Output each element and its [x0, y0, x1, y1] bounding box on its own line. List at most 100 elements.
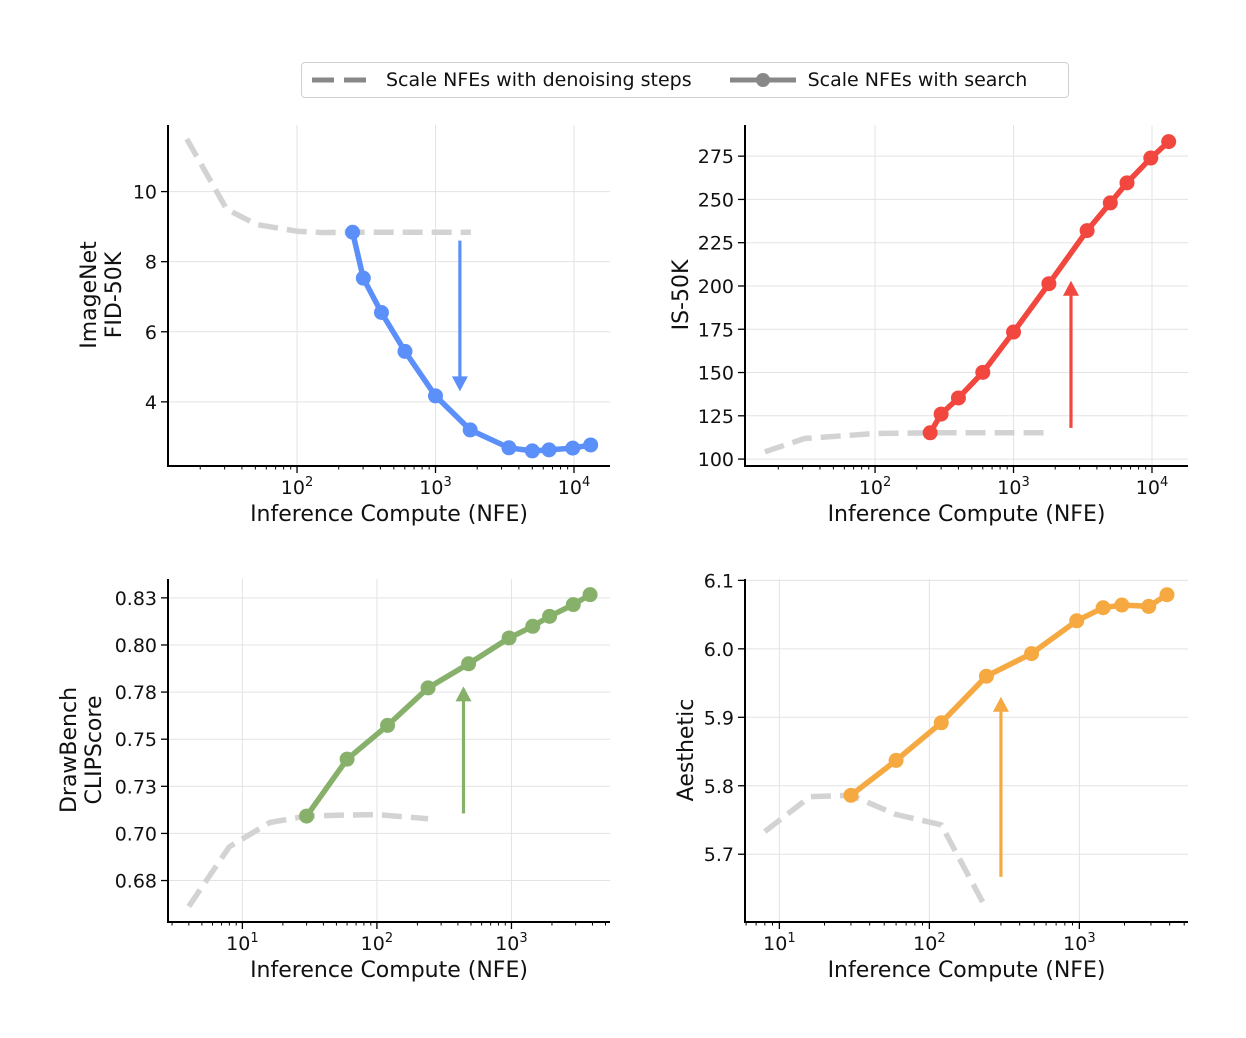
search-point — [565, 597, 581, 613]
legend-label: Scale NFEs with denoising steps — [386, 69, 692, 91]
x-tick-label: 102 — [361, 931, 393, 955]
legend: Scale NFEs with denoising steps Scale NF… — [301, 62, 1069, 98]
x-tick-label: 101 — [226, 931, 258, 955]
y-axis-label: DrawBench — [57, 687, 82, 813]
subplot-1: 102 103 104 4 6 8 10 Inference Compute (NFE) Ima… — [77, 125, 610, 527]
y-tick-label: 5.7 — [704, 844, 734, 866]
x-tick-label: 103 — [997, 475, 1029, 499]
denoising-steps-line — [764, 430, 1049, 455]
subplot-2: 102 103 104 100 125 150 175 200 225 250 275 Inferen… — [669, 125, 1188, 527]
x-axis-label: Inference Compute (NFE) — [828, 958, 1106, 983]
x-tick-label: 101 — [763, 931, 795, 955]
search-point — [933, 406, 949, 422]
search-line — [304, 592, 592, 818]
x-tick-label: 103 — [495, 931, 527, 955]
search-point — [501, 630, 517, 646]
search-point — [1041, 276, 1057, 292]
y-tick-label: 0.73 — [115, 776, 157, 798]
search-point — [380, 717, 396, 733]
y-tick-label: 150 — [698, 363, 734, 385]
y-tick-label: 0.68 — [115, 871, 157, 893]
denoising-steps-line — [763, 792, 989, 911]
search-line — [849, 592, 1169, 798]
search-point — [582, 587, 598, 603]
x-tick-label: 102 — [859, 475, 891, 499]
search-point — [1024, 646, 1040, 662]
y-axis-label: ImageNet — [77, 241, 102, 349]
x-tick-label: 103 — [1063, 931, 1095, 955]
search-point — [428, 388, 444, 404]
search-point — [1143, 150, 1159, 166]
search-point — [1159, 587, 1175, 603]
search-point — [525, 618, 541, 634]
search-point — [1114, 597, 1130, 613]
search-point — [1102, 195, 1118, 211]
subplot-3: 101 102 103 0.68 0.70 0.73 0.75 0.78 0.80 0.83 Inf… — [57, 579, 610, 983]
y-tick-label: 6.0 — [704, 639, 734, 661]
y-tick-label: 5.8 — [704, 776, 734, 798]
search-point — [888, 752, 904, 768]
search-line — [349, 231, 592, 454]
search-point — [1119, 175, 1135, 191]
search-point — [373, 304, 389, 320]
x-tick-label: 102 — [913, 931, 945, 955]
subplot-4: 101 102 103 5.7 5.8 5.9 6.0 6.1 Inference Comput… — [674, 570, 1188, 983]
search-point — [397, 343, 413, 359]
x-axis-label: Inference Compute (NFE) — [828, 502, 1106, 527]
denoising-steps-line — [184, 137, 471, 236]
search-point — [978, 668, 994, 684]
y-tick-label: 10 — [133, 182, 157, 204]
y-tick-label: 100 — [698, 449, 734, 471]
search-point — [462, 422, 478, 438]
search-point — [950, 390, 966, 406]
dashed-line-icon — [312, 77, 368, 83]
search-point — [1095, 600, 1111, 616]
search-point — [583, 437, 599, 453]
arrow-head — [1062, 280, 1079, 296]
search-point — [524, 443, 540, 459]
x-tick-label: 104 — [1136, 475, 1168, 499]
y-tick-label: 6.1 — [704, 570, 734, 592]
search-point — [501, 440, 517, 456]
search-point — [299, 808, 315, 824]
y-axis-label: IS-50K — [669, 259, 694, 330]
legend-item-search: Scale NFEs with search — [728, 69, 1028, 91]
y-tick-label: 0.70 — [115, 823, 157, 845]
search-point — [1069, 613, 1085, 629]
y-tick-label: 175 — [698, 319, 734, 341]
x-tick-label: 103 — [419, 475, 451, 499]
search-point — [933, 715, 949, 731]
line-marker-icon — [729, 73, 796, 87]
denoising-steps-line — [186, 811, 429, 908]
y-tick-label: 0.83 — [115, 588, 157, 610]
x-tick-label: 104 — [558, 475, 590, 499]
arrow-head — [455, 686, 472, 702]
search-point — [1006, 324, 1022, 340]
search-point — [355, 270, 371, 286]
y-tick-label: 275 — [698, 146, 734, 168]
y-tick-label: 5.9 — [704, 707, 734, 729]
y-tick-label: 200 — [698, 276, 734, 298]
arrow-head — [451, 376, 468, 392]
y-axis-label: CLIPScore — [82, 696, 107, 805]
search-point — [565, 440, 581, 456]
y-tick-label: 8 — [145, 252, 157, 274]
search-point — [541, 442, 557, 458]
search-point — [1161, 134, 1177, 150]
y-tick-label: 4 — [145, 392, 157, 414]
y-tick-label: 0.80 — [115, 635, 157, 657]
search-point — [975, 364, 991, 380]
y-tick-label: 0.78 — [115, 682, 157, 704]
search-point — [461, 656, 477, 672]
search-point — [843, 787, 859, 803]
legend-label: Scale NFEs with search — [807, 69, 1028, 91]
y-tick-label: 125 — [698, 406, 734, 428]
y-tick-label: 250 — [698, 189, 734, 211]
y-tick-label: 6 — [145, 322, 157, 344]
search-point — [1141, 598, 1157, 614]
search-point — [345, 224, 361, 240]
x-axis-label: Inference Compute (NFE) — [250, 502, 528, 527]
search-point — [922, 425, 938, 441]
y-tick-label: 225 — [698, 233, 734, 255]
